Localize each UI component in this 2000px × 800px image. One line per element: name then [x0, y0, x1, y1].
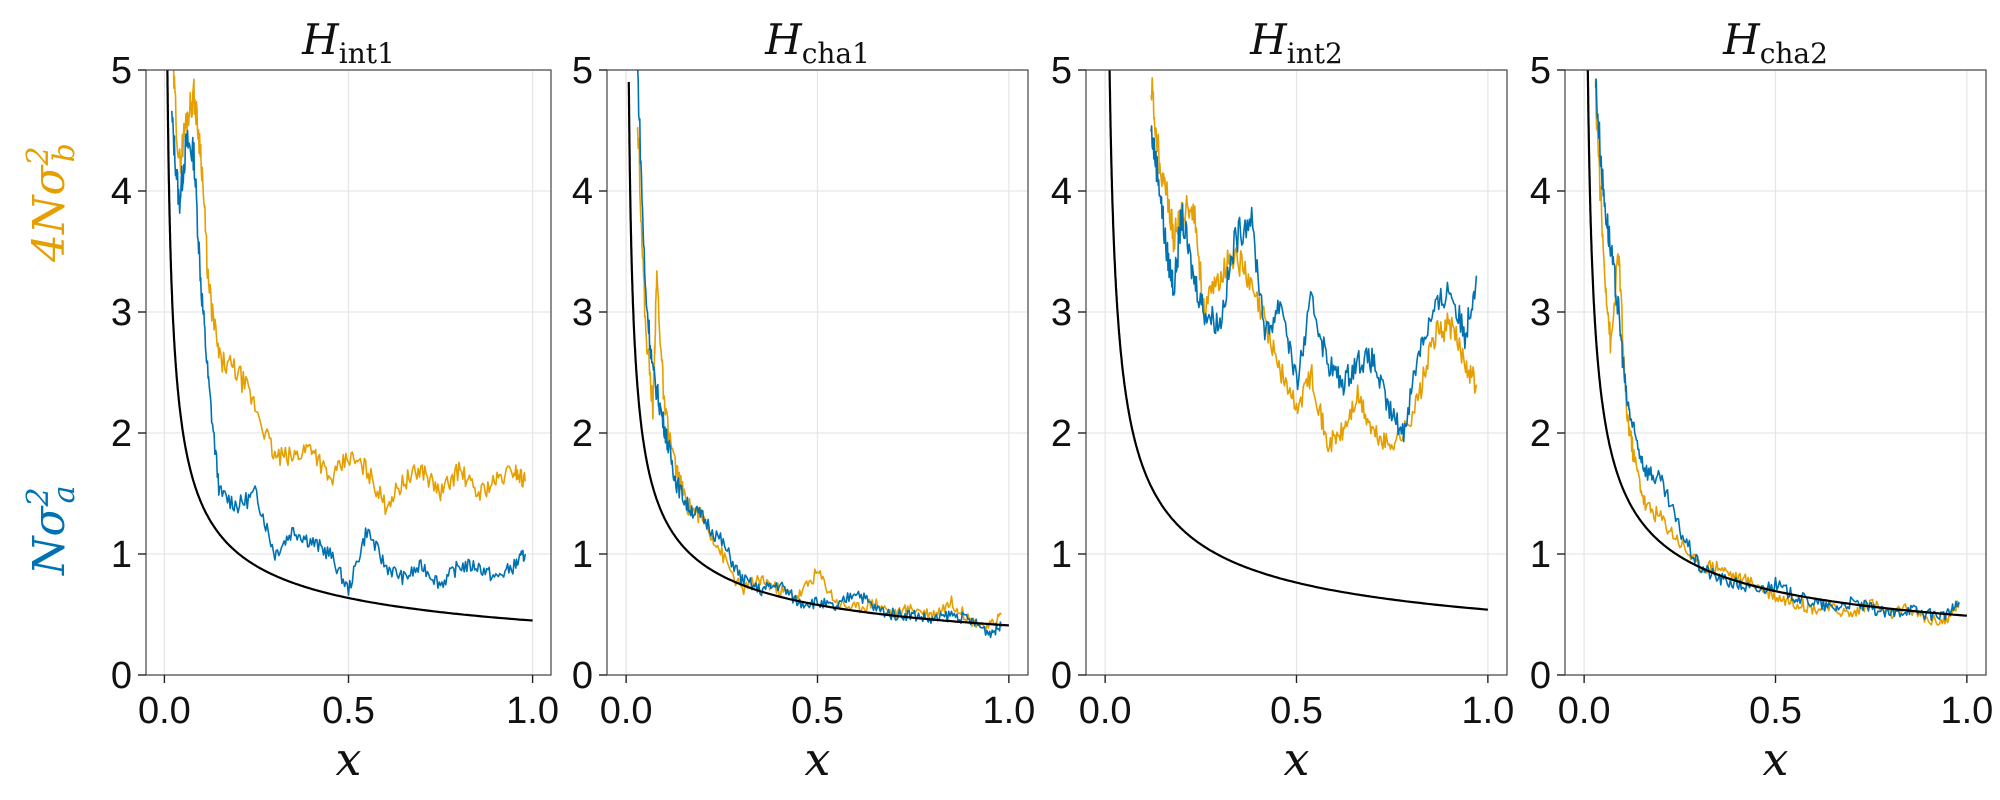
panel-cha2: 0.0 0.5 1.0 0 1 2 3 4 5 Hcha2 x — [1530, 15, 1993, 786]
series-group — [1108, 70, 1488, 611]
series-group — [627, 70, 1009, 639]
series-group — [1586, 70, 1967, 626]
y-tick-label: 1 — [1530, 534, 1551, 576]
series-blue-line — [1594, 78, 1960, 622]
series-theory-line — [1586, 70, 1967, 617]
y-tick-label: 2 — [111, 413, 132, 455]
x-tick-label: 0.0 — [600, 690, 653, 732]
x-tick-label: 1.0 — [1940, 690, 1993, 732]
y-tick-label: 5 — [111, 50, 132, 92]
y-tick-label: 4 — [572, 171, 593, 213]
y-tick-label: 5 — [1530, 50, 1551, 92]
y-tick-label: 1 — [111, 534, 132, 576]
x-tick-label: 0.5 — [1749, 690, 1802, 732]
ylabel-orange: 4Nσ2b — [21, 143, 82, 263]
series-orange-line — [172, 70, 526, 516]
panel-int1: 0.0 0.5 1.0 0 1 2 3 4 5 Hint1 x — [111, 15, 559, 786]
x-tick-label: 0.0 — [1558, 690, 1611, 732]
ylabel-blue: Nσ2a — [21, 485, 82, 576]
panel-int2: 0.0 0.5 1.0 0 1 2 3 4 5 Hint2 x — [1051, 15, 1514, 786]
series-orange-line — [1150, 77, 1478, 453]
y-tick-label: 4 — [1530, 171, 1551, 213]
y-tick-label: 3 — [111, 292, 132, 334]
x-tick-label: 1.0 — [982, 690, 1035, 732]
x-tick-label: 1.0 — [1461, 690, 1514, 732]
x-axis-label: x — [1284, 732, 1310, 786]
x-tick-label: 0.0 — [1079, 690, 1132, 732]
y-tick-label: 1 — [1051, 534, 1072, 576]
panel-title: Hint2 — [1249, 15, 1343, 70]
x-axis-label: x — [336, 732, 362, 786]
panel-title: Hcha2 — [1722, 15, 1828, 70]
y-tick-label: 3 — [572, 292, 593, 334]
panel-title: Hcha1 — [764, 15, 870, 70]
series-blue-line — [171, 110, 526, 596]
y-tick-label: 2 — [572, 413, 593, 455]
y-tick-label: 3 — [1051, 292, 1072, 334]
y-tick-label: 0 — [1530, 655, 1551, 697]
x-axis-label: x — [1763, 732, 1789, 786]
x-tick-label: 0.5 — [791, 690, 844, 732]
x-axis-label: x — [805, 732, 831, 786]
series-theory-line — [1108, 70, 1488, 611]
x-tick-label: 1.0 — [506, 690, 559, 732]
panels: 0.0 0.5 1.0 0 1 2 3 4 5 Hint1 x 0.0 0.5 1.0 0 1 2 3 4 5 Hcha… — [111, 15, 1993, 786]
y-tick-label: 4 — [1051, 171, 1072, 213]
y-tick-label: 5 — [572, 50, 593, 92]
y-tick-label: 2 — [1051, 413, 1072, 455]
y-tick-label: 5 — [1051, 50, 1072, 92]
series-orange-line — [1594, 78, 1960, 626]
y-tick-label: 1 — [572, 534, 593, 576]
series-theory-line — [627, 82, 1009, 627]
series-group — [166, 70, 533, 622]
x-tick-label: 0.0 — [138, 690, 191, 732]
y-tick-label: 0 — [1051, 655, 1072, 697]
x-tick-label: 0.5 — [1270, 690, 1323, 732]
y-tick-label: 3 — [1530, 292, 1551, 334]
series-theory-line — [166, 70, 533, 622]
series-blue-line — [636, 70, 1002, 639]
y-tick-label: 0 — [572, 655, 593, 697]
y-tick-label: 0 — [111, 655, 132, 697]
panel-title: Hint1 — [301, 15, 395, 70]
y-tick-label: 4 — [111, 171, 132, 213]
y-tick-label: 2 — [1530, 413, 1551, 455]
panel-cha1: 0.0 0.5 1.0 0 1 2 3 4 5 Hcha1 x — [572, 15, 1035, 786]
series-blue-line — [1150, 125, 1478, 443]
x-tick-label: 0.5 — [322, 690, 375, 732]
